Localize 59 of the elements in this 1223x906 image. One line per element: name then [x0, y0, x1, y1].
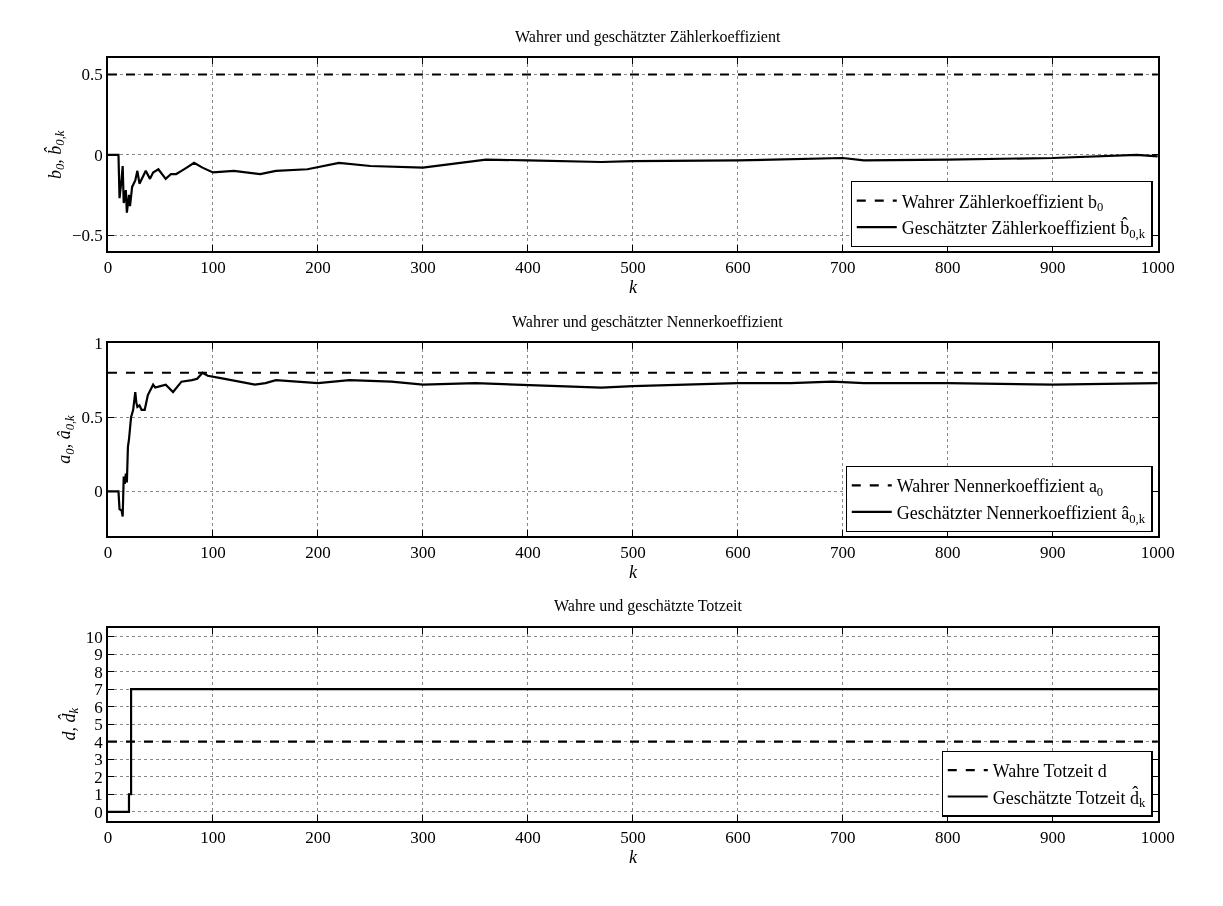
x-tick-label: 200	[305, 542, 331, 562]
x-axis-title: k	[628, 277, 638, 298]
x-tick-label: 600	[725, 542, 751, 562]
y-tick-label: −0.5	[71, 226, 103, 246]
y-tick-label: 3	[94, 750, 103, 770]
chart-title: Wahre und geschätzte Totzeit	[554, 597, 743, 615]
x-tick-label: 1000	[1140, 542, 1175, 562]
x-tick-label: 200	[305, 258, 331, 278]
chart-title: Wahrer und geschätzter Zählerkoeffizient	[515, 28, 781, 46]
legend-label: Geschätzter Zählerkoeffizient b̂$_{0,k}$	[901, 216, 1146, 241]
y-tick-label: 1	[94, 785, 103, 805]
y-tick-label: 6	[94, 697, 103, 717]
x-tick-label: 500	[620, 542, 646, 562]
x-tick-label: 900	[1040, 258, 1066, 278]
y-tick-label: 0.5	[81, 408, 103, 428]
y-tick-label: 0	[94, 145, 103, 165]
x-tick-label: 700	[830, 827, 856, 847]
x-tick-label: 1000	[1140, 827, 1175, 847]
x-tick-label: 100	[200, 258, 226, 278]
y-tick-label: 4	[94, 732, 104, 752]
x-axis-title: k	[628, 561, 638, 582]
y-tick-label: 7	[94, 680, 104, 700]
x-tick-label: 400	[515, 542, 541, 562]
y-tick-label: 5	[94, 715, 103, 735]
x-tick-label: 600	[725, 258, 751, 278]
x-tick-label: 900	[1040, 542, 1066, 562]
legend-label: Wahrer Nennerkoeffizient a$_{0}$	[896, 476, 1104, 500]
x-tick-label: 400	[515, 258, 541, 278]
x-tick-label: 800	[935, 542, 961, 562]
y-tick-label: 0	[94, 482, 103, 502]
x-tick-label: 900	[1040, 827, 1066, 847]
x-tick-label: 300	[410, 258, 436, 278]
legend-label: Geschätzter Nennerkoeffizient â$_{0,k}$	[896, 502, 1146, 526]
x-tick-label: 800	[935, 258, 961, 278]
y-tick-label: 2	[94, 767, 103, 787]
x-tick-label: 500	[620, 258, 646, 278]
x-tick-label: 100	[200, 542, 226, 562]
x-tick-label: 800	[935, 827, 961, 847]
legend-label: Wahre Totzeit d	[992, 761, 1107, 782]
x-tick-label: 1000	[1140, 258, 1175, 278]
x-tick-label: 700	[830, 258, 856, 278]
x-tick-label: 300	[410, 542, 436, 562]
y-tick-label: 0	[94, 802, 103, 822]
x-tick-label: 400	[515, 827, 541, 847]
y-tick-label: 10	[85, 627, 103, 647]
x-axis-title: k	[628, 846, 638, 867]
x-tick-label: 200	[305, 827, 331, 847]
x-tick-label: 700	[830, 542, 856, 562]
x-tick-label: 100	[200, 827, 226, 847]
y-tick-label: 9	[94, 645, 103, 665]
x-tick-label: 500	[620, 827, 646, 847]
x-tick-label: 600	[725, 827, 751, 847]
y-tick-label: 0.5	[81, 65, 103, 85]
legend-label: Geschätzte Totzeit d̂$_{k}$	[992, 786, 1147, 811]
x-tick-label: 300	[410, 827, 436, 847]
y-tick-label: 1	[94, 334, 103, 354]
chart-title: Wahrer und geschätzter Nennerkoeffizient	[512, 313, 784, 331]
legend-label: Wahrer Zählerkoeffizient b$_{0}$	[901, 191, 1104, 215]
y-tick-label: 8	[94, 662, 103, 682]
